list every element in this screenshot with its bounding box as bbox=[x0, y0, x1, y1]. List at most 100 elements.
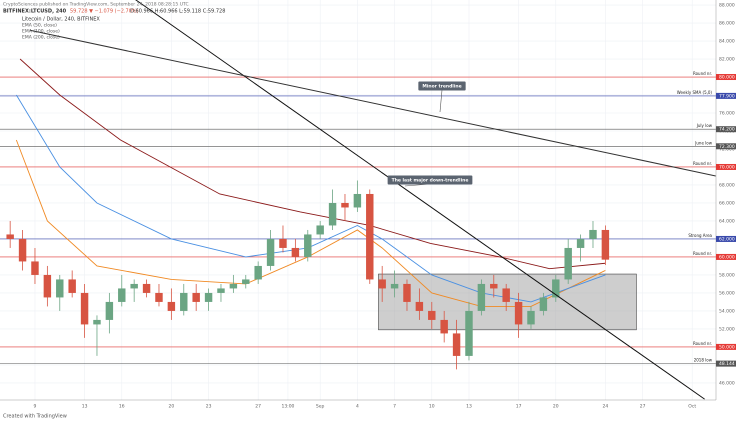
level-name: 2018 low bbox=[694, 358, 713, 363]
y-tick-label: 64.000 bbox=[719, 218, 735, 224]
level-tag bbox=[716, 143, 736, 150]
candle-body bbox=[527, 310, 535, 325]
y-tick-label: 56.000 bbox=[719, 290, 735, 296]
candle-body bbox=[440, 319, 448, 334]
candle-body bbox=[378, 279, 386, 289]
callout-box bbox=[418, 81, 466, 91]
x-tick-label: 16 bbox=[119, 404, 125, 410]
x-tick-label: 13 bbox=[466, 404, 472, 410]
candle-body bbox=[279, 238, 287, 248]
x-tick-label: 20 bbox=[553, 404, 559, 410]
candle-body bbox=[43, 274, 52, 298]
x-tick-label: 10 bbox=[429, 404, 435, 410]
y-tick-label: 68.000 bbox=[719, 182, 735, 188]
publisher: CryptoSciences published on TradingView.… bbox=[3, 2, 189, 8]
level-label: 74.200 bbox=[719, 127, 735, 133]
level-tag bbox=[716, 74, 736, 81]
level-tag bbox=[716, 360, 736, 367]
candle-body bbox=[93, 319, 101, 325]
x-tick-label: 9 bbox=[34, 404, 37, 410]
footer: Created with TradingView bbox=[3, 414, 67, 420]
x-tick-label: 13:00 bbox=[281, 404, 294, 410]
candle-body bbox=[353, 193, 362, 208]
candle-body bbox=[428, 310, 436, 320]
candle-body bbox=[266, 238, 275, 266]
y-tick-label: 84.000 bbox=[719, 39, 735, 45]
level-label: 50.000 bbox=[719, 344, 735, 350]
level-label: 77.900 bbox=[719, 93, 735, 99]
callout-text: The last major down-trendline bbox=[392, 178, 469, 184]
candle-body bbox=[366, 193, 374, 280]
x-tick-label: 17 bbox=[516, 404, 522, 410]
y-tick-label: 82.000 bbox=[719, 57, 735, 63]
candle-body bbox=[68, 279, 76, 293]
y-tick-label: 66.000 bbox=[719, 200, 735, 206]
quote: 59.728 ▼ −1.079 (−2.70%) bbox=[70, 9, 139, 15]
level-name: Weekly SMA (5,0) bbox=[677, 90, 713, 95]
candle-body bbox=[192, 292, 200, 302]
legend-entry: EMA (200, close) bbox=[22, 35, 60, 41]
symbol: BITFINEX:LTCUSD, 240 bbox=[3, 9, 67, 15]
level-name: Round nr. bbox=[693, 161, 712, 166]
candle-body bbox=[415, 301, 424, 311]
plot-area: Round nr. Weekly SMA (5,0) July low June lo… bbox=[0, 0, 716, 400]
level-tag bbox=[716, 235, 736, 242]
level-tag bbox=[716, 92, 736, 99]
callout-pointer bbox=[439, 89, 443, 113]
trendline bbox=[29, 29, 716, 177]
candle-body bbox=[242, 279, 250, 284]
candle-body bbox=[56, 279, 64, 298]
candle-body bbox=[502, 288, 510, 302]
y-tick-label: 54.000 bbox=[719, 308, 735, 314]
x-tick-label: 24 bbox=[603, 404, 609, 410]
candle-body bbox=[403, 283, 411, 302]
candle-body bbox=[539, 297, 548, 311]
level-tag bbox=[716, 163, 736, 170]
candle-body bbox=[304, 234, 312, 257]
trendline bbox=[135, 0, 705, 400]
level-name: June low bbox=[694, 140, 713, 145]
x-tick-label: 20 bbox=[169, 404, 175, 410]
candle-body bbox=[390, 283, 399, 289]
x-tick-label: 27 bbox=[255, 404, 261, 410]
candle-body bbox=[316, 225, 324, 235]
legend-entry: EMA (50, close) bbox=[22, 23, 57, 29]
x-tick-label: 23 bbox=[206, 404, 212, 410]
legend-entry: EMA (100, close) bbox=[22, 29, 60, 35]
x-tick-label: Oct bbox=[688, 404, 696, 410]
level-label: 62.000 bbox=[719, 236, 735, 242]
candle-body bbox=[576, 238, 585, 248]
level-label: 48.144 bbox=[719, 361, 735, 367]
x-tick-label: 13 bbox=[82, 404, 88, 410]
candle-body bbox=[514, 301, 523, 325]
candle-body bbox=[167, 301, 176, 311]
candle-body bbox=[217, 288, 225, 293]
y-tick-label: 86.000 bbox=[719, 21, 735, 27]
candle-body bbox=[477, 283, 486, 311]
y-tick-label: 88.000 bbox=[719, 3, 735, 9]
candle-body bbox=[254, 265, 262, 280]
level-name: Round nr. bbox=[693, 71, 712, 76]
level-name: Round nr. bbox=[693, 341, 712, 346]
y-tick-label: 76.000 bbox=[719, 111, 735, 117]
candle-body bbox=[18, 238, 27, 262]
ema-line bbox=[15, 94, 606, 303]
level-name: Strong Area bbox=[688, 233, 712, 238]
candle-body bbox=[229, 283, 238, 289]
level-tag bbox=[716, 253, 736, 260]
candle-body bbox=[105, 301, 114, 320]
level-tag bbox=[716, 126, 736, 133]
candle-body bbox=[341, 202, 349, 208]
callout-box bbox=[387, 175, 473, 185]
chart-title: Litecoin / Dollar, 240, BITFINEX bbox=[22, 17, 100, 23]
x-tick-label: 7 bbox=[393, 404, 396, 410]
candle-body bbox=[465, 310, 473, 356]
candle-body bbox=[490, 283, 498, 289]
callout-text: Minor trendline bbox=[422, 84, 461, 90]
candle-body bbox=[601, 229, 610, 260]
level-tag bbox=[716, 343, 736, 350]
y-tick-label: 52.000 bbox=[719, 326, 735, 332]
candle-body bbox=[452, 333, 461, 356]
candle-body bbox=[564, 247, 572, 280]
